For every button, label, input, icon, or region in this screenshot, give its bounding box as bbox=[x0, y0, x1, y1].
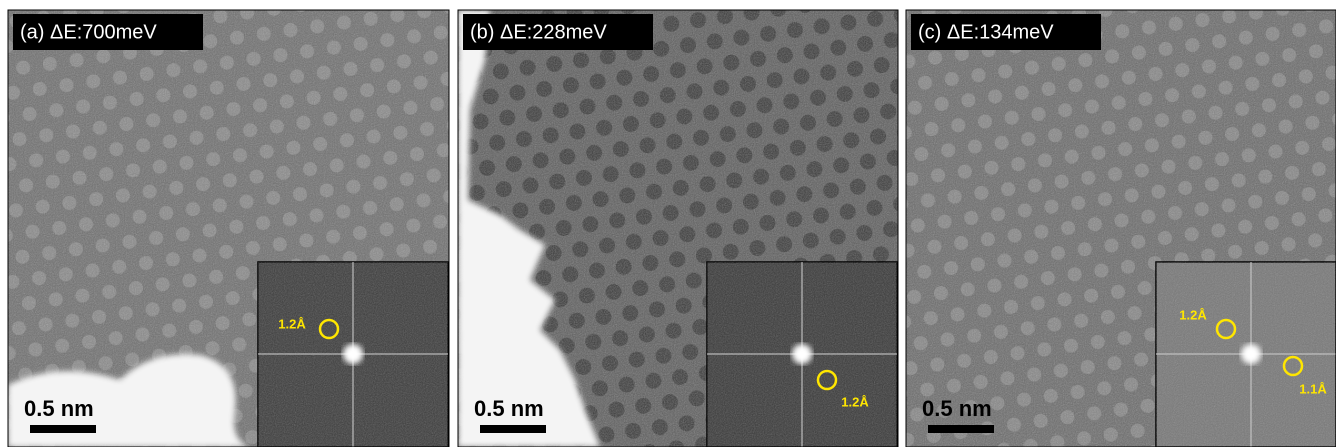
panel-label: (a) ΔE:700meV bbox=[20, 21, 157, 43]
panel-label: (c) ΔE:134meV bbox=[918, 21, 1054, 43]
scale-bar-label: 0.5 nm bbox=[922, 396, 992, 421]
scale-bar-label: 0.5 nm bbox=[24, 396, 94, 421]
fft-center bbox=[343, 344, 363, 364]
fft-center bbox=[1241, 344, 1261, 364]
panel: 1.2Å (a) ΔE:700meV 0.5 nm bbox=[8, 10, 449, 447]
spot-label: 1.2Å bbox=[841, 394, 869, 409]
scale-bar bbox=[928, 425, 994, 433]
scale-bar bbox=[480, 425, 546, 433]
spot-label: 1.1Å bbox=[1299, 381, 1327, 396]
scale-bar-label: 0.5 nm bbox=[474, 396, 544, 421]
spot-label: 1.2Å bbox=[278, 316, 306, 331]
fft-center bbox=[792, 344, 812, 364]
spot-label: 1.2Å bbox=[1179, 307, 1207, 322]
panel-label: (b) ΔE:228meV bbox=[470, 21, 607, 43]
figure: 1.2Å (a) ΔE:700meV 0.5 nm 1.2Å (b) ΔE:228meV… bbox=[0, 0, 1336, 447]
panel-image: 1.2Å (b) ΔE:228meV 0.5 nm bbox=[458, 10, 898, 447]
panel: 1.2Å 1.1Å (c) ΔE:134meV 0.5 nm bbox=[906, 10, 1336, 447]
panel: 1.2Å (b) ΔE:228meV 0.5 nm bbox=[458, 10, 898, 447]
scale-bar bbox=[30, 425, 96, 433]
panel-image: 1.2Å 1.1Å (c) ΔE:134meV 0.5 nm bbox=[906, 10, 1336, 447]
panel-image: 1.2Å (a) ΔE:700meV 0.5 nm bbox=[8, 10, 449, 447]
